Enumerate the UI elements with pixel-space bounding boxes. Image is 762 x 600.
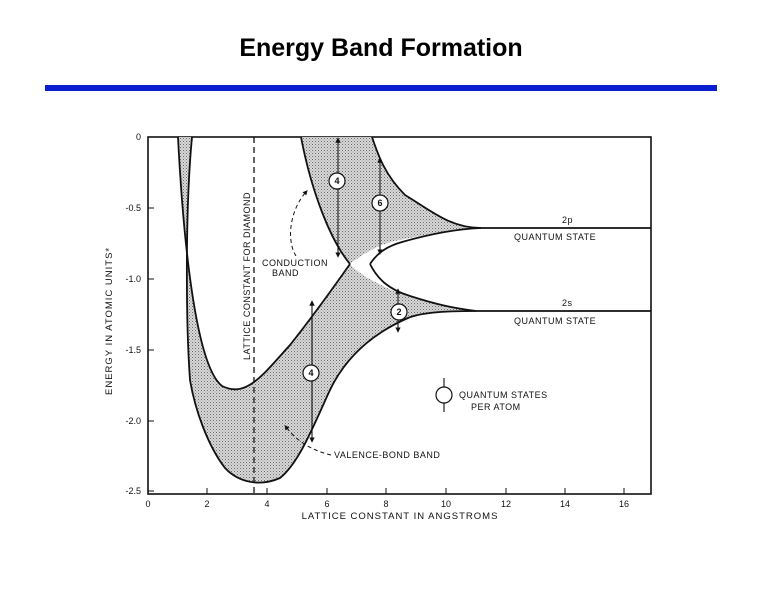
title-rule: [45, 85, 717, 91]
x-tick-label-5: 10: [441, 499, 451, 509]
state-circle-valence: [302, 364, 320, 382]
state-2p-label: 2p: [562, 215, 573, 225]
state-2p-quantum-label: QUANTUM STATE: [514, 232, 596, 242]
legend-text-line1: QUANTUM STATES: [459, 390, 548, 400]
state-circle-conduction-right: [371, 194, 389, 212]
conduction-band-upper-edge: [371, 136, 651, 229]
x-axis: [147, 488, 625, 494]
conduction-band-left-edge: [300, 136, 351, 265]
y-tick-label-5: -2.5: [125, 486, 141, 496]
slide-title: Energy Band Formation: [239, 34, 523, 62]
conduction-band-label-line2: BAND: [272, 268, 299, 278]
conduction-band-label-line1: CONDUCTION: [262, 258, 328, 268]
y-tick-label-3: -1.5: [125, 345, 141, 355]
x-tick-label-1: 2: [204, 499, 209, 509]
y-tick-label-2: -1.0: [125, 274, 141, 284]
legend: QUANTUM STATES PER ATOM: [435, 378, 548, 412]
x-tick-label-0: 0: [145, 499, 150, 509]
x-tick-label-6: 12: [501, 499, 511, 509]
y-axis-label: ENERGY IN ATOMIC UNITS*: [104, 247, 115, 395]
x-axis-label: LATTICE CONSTANT IN ANGSTROMS: [302, 511, 499, 522]
title-rule-bar: [45, 85, 717, 91]
valence-band-lower-edge: [185, 136, 651, 484]
x-tick-label-8: 16: [619, 499, 629, 509]
state-count-valence: 4: [308, 368, 313, 378]
x-tick-label-2: 4: [264, 499, 269, 509]
state-2s-label: 2s: [562, 298, 573, 308]
state-circle-conduction-left: [328, 172, 346, 190]
y-axis: [148, 136, 154, 492]
state-2s-quantum-label: QUANTUM STATE: [514, 316, 596, 326]
quantum-state-markers: 4 6 2 4: [302, 172, 408, 382]
lower-band-right-edge: [369, 263, 477, 312]
y-tick-label-1: -0.5: [125, 203, 141, 213]
state-count-lower-right: 2: [396, 307, 401, 317]
legend-text-line2: PER ATOM: [471, 402, 521, 412]
conduction-band-region: [301, 137, 651, 264]
legend-circle: [435, 386, 453, 404]
x-tick-label-7: 14: [560, 499, 570, 509]
x-tick-label-4: 8: [383, 499, 388, 509]
state-count-conduction-left: 4: [334, 176, 339, 186]
x-tick-label-3: 6: [324, 499, 329, 509]
state-circle-lower-right: [390, 303, 408, 321]
y-tick-label-4: -2.0: [125, 416, 141, 426]
diamond-lattice-label: LATTICE CONSTANT FOR DIAMOND: [242, 192, 252, 360]
valence-band-label: VALENCE-BOND BAND: [334, 450, 440, 460]
valence-band-region: [178, 137, 651, 483]
y-tick-label-0: 0: [136, 132, 141, 142]
state-count-conduction-right: 6: [377, 198, 382, 208]
valence-band-pointer: [284, 425, 332, 456]
